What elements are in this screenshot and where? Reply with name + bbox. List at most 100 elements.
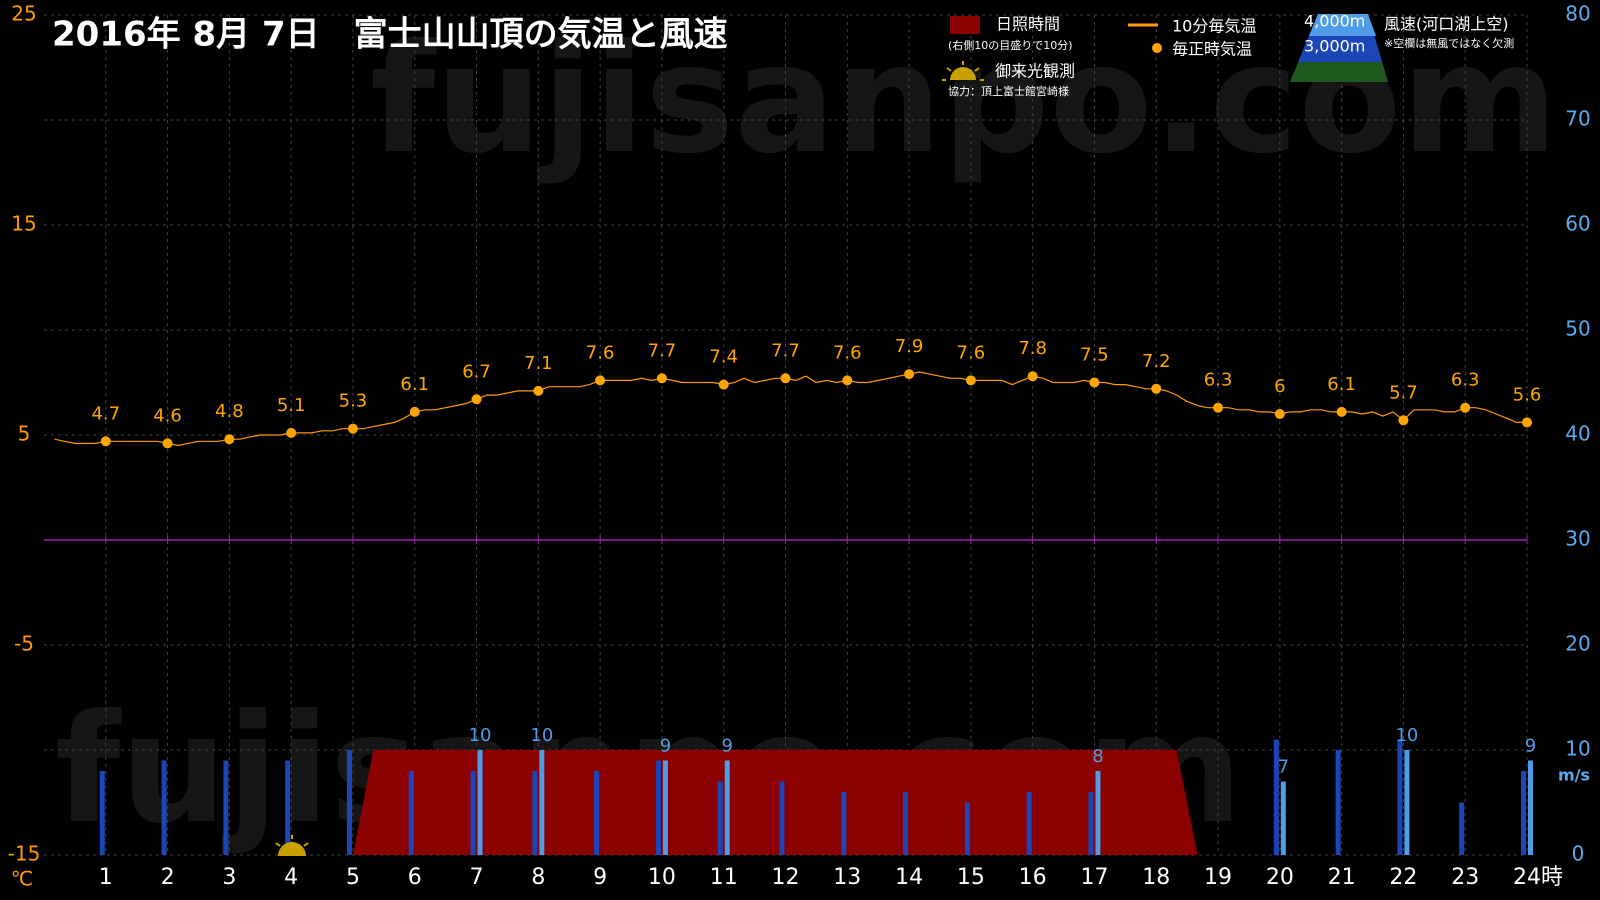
temperature-point [1089,377,1100,388]
legend: 日照時間 (右側10の目盛りで10分) 10分毎気温 毎正時気温 4,000m … [942,12,1514,98]
data-label: 6.7 [462,361,491,382]
y2-tick-label: 80 [1565,2,1590,26]
x-unit: 時 [1541,865,1563,890]
data-label: 4.7 [91,403,120,424]
wind-bar [779,781,785,855]
y2-tick-label: 40 [1565,422,1590,446]
temperature-point [1522,417,1532,428]
legend-label: 毎正時気温 [1172,40,1252,59]
wind-bar [717,781,723,855]
y2-tick-label: 30 [1565,527,1590,551]
x-tick-label: 15 [957,865,985,890]
x-tick-label: 20 [1266,865,1294,890]
temperature-point [718,379,729,390]
temperature-point [100,436,111,447]
legend-swatch [1152,43,1162,53]
y-tick-label: -15 [8,842,41,866]
x-tick-label: 21 [1328,865,1356,890]
x-tick-label: 11 [710,865,738,890]
sunrise-icon [275,835,309,856]
y2-tick-label: 60 [1565,212,1590,236]
data-label: 5.6 [1513,384,1542,405]
x-tick-label: 16 [1019,865,1047,890]
wind-bar [346,750,352,855]
x-tick-label: 19 [1204,865,1232,890]
data-label: 7.6 [957,342,986,363]
wind-bar [470,771,476,855]
data-label: 9 [660,736,671,757]
data-label: 7.7 [648,340,677,361]
temperature-point [1460,402,1471,413]
data-label: 6.1 [400,374,429,395]
data-label: 7.4 [709,347,738,368]
data-label: 10 [530,725,553,746]
wind-bar [724,760,730,855]
wind-bar [841,792,847,855]
data-label: 6.3 [1451,370,1480,391]
temperature-point [965,375,976,386]
legend-label: 日照時間 [996,15,1060,34]
y2-tick-label: 50 [1565,317,1590,341]
data-label: 7.6 [586,342,615,363]
data-label: 7.5 [1080,345,1109,366]
data-label: 7.9 [895,336,924,357]
y2-tick-label: 0 [1572,842,1585,866]
x-tick-label: 18 [1142,865,1170,890]
wind-bar [532,771,538,855]
temperature-point [1027,371,1038,382]
y-tick-label: -5 [14,632,34,656]
legend-label: 3,000m [1304,37,1365,56]
wind-bar [161,760,167,855]
temperature-point [1336,406,1347,417]
y2-unit: m/s [1558,766,1590,785]
wind-bar [1528,760,1533,855]
wind-bar [903,792,909,855]
data-label: 5.1 [277,395,306,416]
wind-bar [1397,739,1403,855]
data-label: 6 [1274,376,1285,397]
temperature-point [471,394,482,405]
x-tick-label: 12 [772,865,800,890]
x-tick-label: 24 [1513,865,1541,890]
temperature-point [224,434,235,445]
temperature-point [347,423,358,434]
temperature-point [286,427,297,438]
temperature-point [1274,409,1285,419]
temperature-point [595,375,606,386]
x-tick-label: 9 [593,865,607,890]
x-tick-label: 1 [99,865,113,890]
temperature-point [1398,415,1409,426]
temperature-point [409,406,420,417]
data-label: 7.7 [771,340,800,361]
temperature-point [842,375,853,386]
legend-label: 4,000m [1304,12,1365,31]
x-tick-label: 6 [408,865,422,890]
x-tick-label: 7 [470,865,484,890]
wind-bar [1404,750,1410,855]
x-tick-label: 10 [648,865,676,890]
wind-bar [1273,739,1279,855]
temperature-point [780,373,791,384]
data-label: 10 [1395,725,1418,746]
legend-note: (右側10の目盛りで10分) [948,38,1073,52]
x-tick-label: 17 [1080,865,1108,890]
legend-label: 10分毎気温 [1172,17,1256,36]
wind-bar [662,760,668,855]
data-label: 7.8 [1018,338,1047,359]
y2-tick-label: 20 [1565,632,1590,656]
data-label: 5.7 [1389,382,1418,403]
y-tick-label: 5 [18,422,31,446]
data-label: 8 [1092,746,1103,767]
data-label: 4.6 [153,405,182,426]
x-tick-label: 8 [531,865,545,890]
wind-bar [964,802,970,855]
sunshine-area [353,750,1198,855]
wind-bar [1280,781,1286,855]
temperature-point [656,373,667,384]
wind-bar [99,771,105,855]
wind-bar [655,760,661,855]
temperature-point [162,438,173,449]
data-label: 6.3 [1204,370,1233,391]
